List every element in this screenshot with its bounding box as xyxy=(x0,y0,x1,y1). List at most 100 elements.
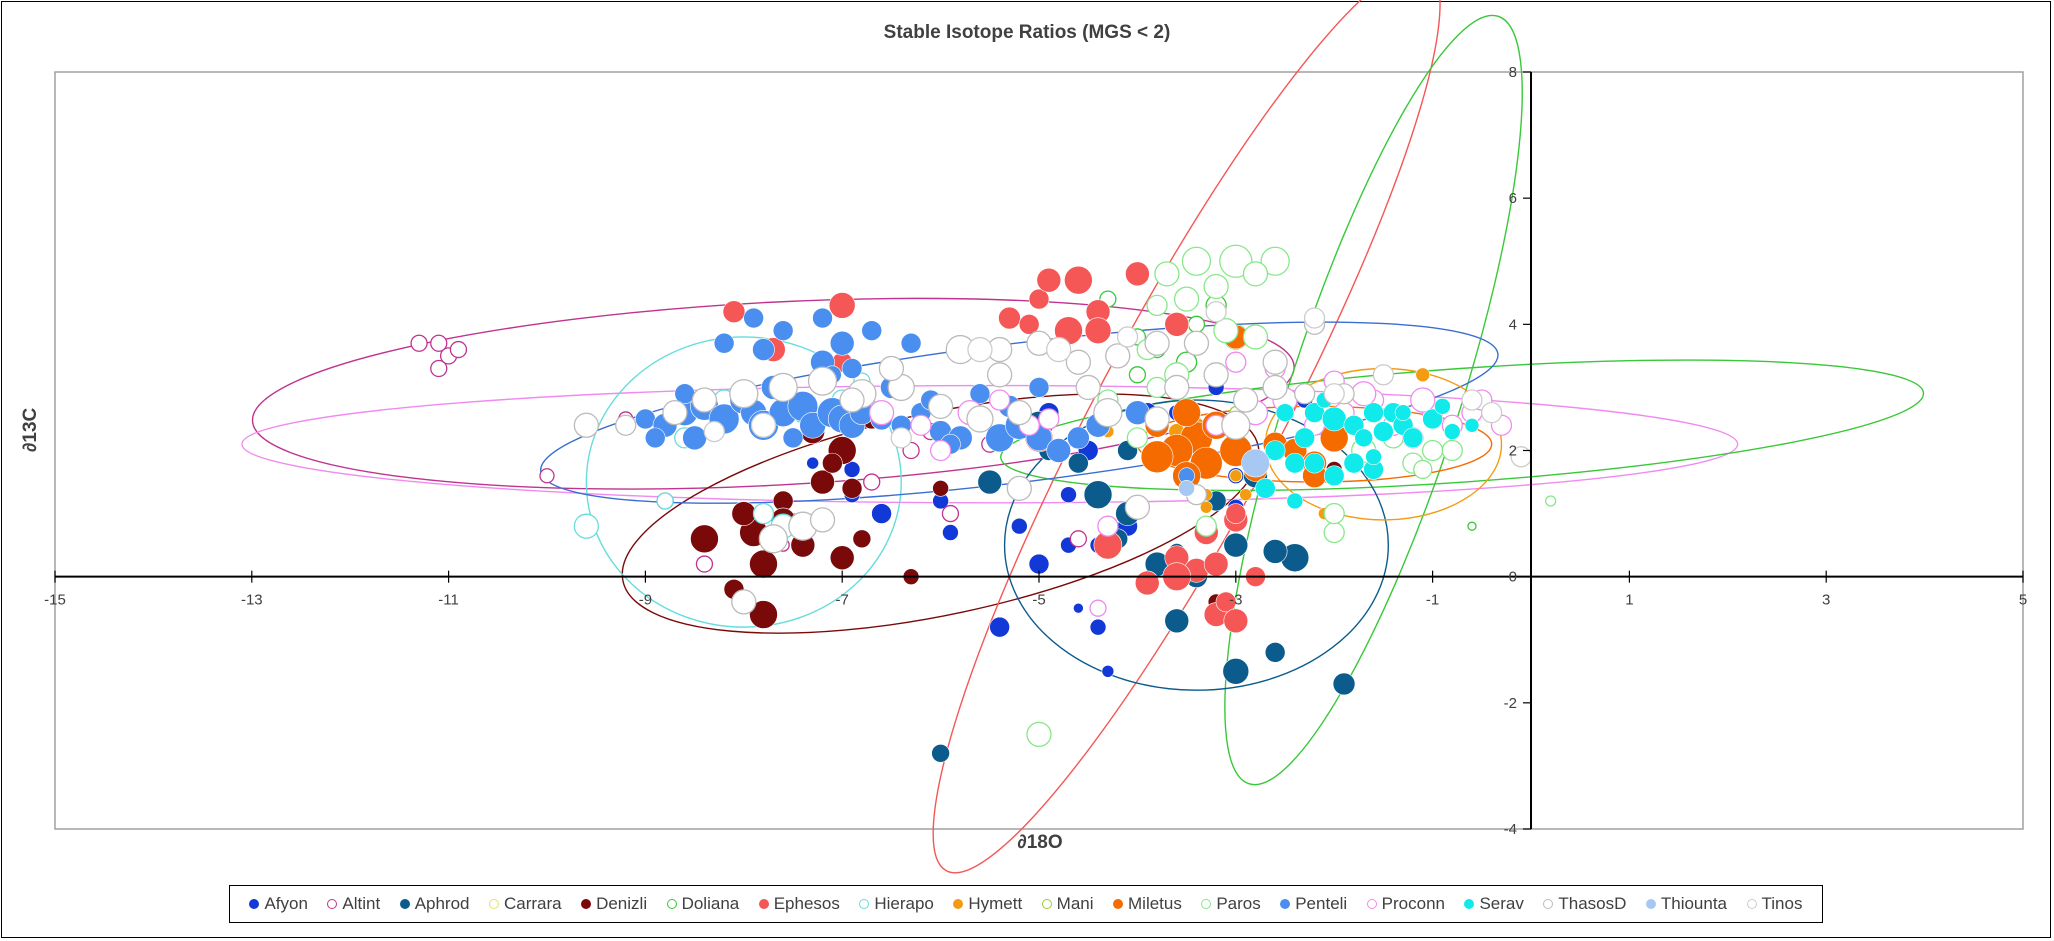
y-tick-label: -4 xyxy=(1504,821,1517,838)
data-point xyxy=(1410,387,1436,413)
data-point xyxy=(931,743,950,763)
data-point xyxy=(1187,315,1206,333)
data-point xyxy=(1203,551,1229,577)
data-point xyxy=(768,372,798,403)
data-point xyxy=(878,355,905,382)
data-point xyxy=(863,473,881,491)
legend-label: Paros xyxy=(1216,894,1261,913)
legend-label: Denizli xyxy=(596,894,648,913)
data-point xyxy=(929,439,952,462)
data-point xyxy=(1038,408,1060,430)
data-point xyxy=(752,502,775,525)
x-tick-label: -5 xyxy=(1032,592,1045,609)
data-point xyxy=(1164,374,1190,401)
x-tick-label: 5 xyxy=(2019,592,2027,609)
data-point xyxy=(1225,503,1247,524)
legend-item-thiounta: Thiounta xyxy=(1645,894,1727,914)
data-point xyxy=(1255,478,1276,499)
data-point xyxy=(1028,288,1050,310)
legend-label: Hymett xyxy=(968,894,1023,913)
data-point xyxy=(807,366,838,396)
data-point xyxy=(1351,381,1377,407)
legend-marker-icon xyxy=(953,899,964,909)
legend-marker-icon xyxy=(758,899,769,909)
legend-marker-icon xyxy=(1201,899,1212,909)
series-thasosd xyxy=(573,313,1355,615)
data-point xyxy=(1480,401,1503,424)
legend-item-denizli: Denizli xyxy=(581,894,647,914)
data-point xyxy=(731,589,757,615)
data-point xyxy=(822,452,843,474)
data-point xyxy=(812,307,833,329)
data-point xyxy=(989,616,1010,638)
y-tick-label: 8 xyxy=(1509,64,1517,81)
data-point xyxy=(772,320,794,341)
legend-item-ephesos: Ephesos xyxy=(758,894,840,914)
data-point xyxy=(1223,608,1249,634)
data-point xyxy=(635,408,656,430)
data-point xyxy=(1006,475,1032,502)
legend-item-mani: Mani xyxy=(1041,894,1094,914)
legend-item-paros: Paros xyxy=(1201,894,1261,914)
data-point xyxy=(1089,618,1107,636)
data-point xyxy=(1323,383,1345,405)
data-point xyxy=(910,414,932,436)
data-point xyxy=(1006,399,1032,426)
data-point xyxy=(977,469,1003,495)
y-tick-label: 0 xyxy=(1509,569,1517,586)
data-point xyxy=(841,358,863,379)
data-point xyxy=(1225,351,1247,373)
data-point xyxy=(1264,642,1286,663)
legend-marker-icon xyxy=(581,899,592,909)
data-point xyxy=(1262,539,1288,564)
data-point xyxy=(430,359,448,378)
data-point xyxy=(1183,330,1210,356)
data-point xyxy=(1195,515,1217,537)
legend-label: Penteli xyxy=(1295,894,1348,913)
legend-marker-icon xyxy=(327,899,338,909)
legend-label: Proconn xyxy=(1381,894,1445,913)
data-point xyxy=(731,501,757,526)
data-point xyxy=(690,524,719,554)
data-point xyxy=(1464,417,1480,433)
data-point xyxy=(1164,608,1190,634)
data-point xyxy=(691,387,718,413)
legend-item-penteli: Penteli xyxy=(1280,894,1347,914)
legend-label: Aphrod xyxy=(414,894,470,913)
data-point xyxy=(1068,452,1089,474)
y-tick-label: 2 xyxy=(1509,443,1517,460)
data-point xyxy=(1126,427,1149,449)
legend-item-serav: Serav xyxy=(1464,894,1524,914)
data-point xyxy=(1116,326,1139,348)
data-point xyxy=(1178,480,1195,497)
ellipse-proconn xyxy=(241,384,1739,504)
legend-marker-icon xyxy=(1366,899,1377,909)
data-point xyxy=(782,427,804,449)
ellipse-altint xyxy=(251,297,1295,490)
data-point xyxy=(1028,377,1050,398)
data-point xyxy=(1128,366,1147,384)
x-tick-label: -9 xyxy=(639,592,652,609)
data-point xyxy=(1303,307,1326,329)
x-tick-label: 1 xyxy=(1625,592,1633,609)
data-point xyxy=(969,383,991,405)
data-point xyxy=(986,362,1013,388)
data-point xyxy=(1221,410,1251,440)
data-point xyxy=(1144,330,1170,356)
data-point xyxy=(1073,602,1084,614)
data-point xyxy=(1443,423,1461,440)
x-tick-label: -1 xyxy=(1426,592,1439,609)
legend-label: Hierapo xyxy=(874,894,934,913)
data-point xyxy=(1467,521,1477,531)
data-point xyxy=(1239,488,1252,501)
data-point xyxy=(932,480,949,497)
data-point xyxy=(1394,404,1412,421)
data-point xyxy=(539,468,555,484)
x-tick-label: -3 xyxy=(1229,592,1242,609)
data-point xyxy=(749,549,778,579)
data-point xyxy=(758,524,788,554)
legend: Afyon Altint Aphrod Carrara Denizli Doliana Ep… xyxy=(229,885,1823,923)
data-point xyxy=(1294,427,1315,449)
